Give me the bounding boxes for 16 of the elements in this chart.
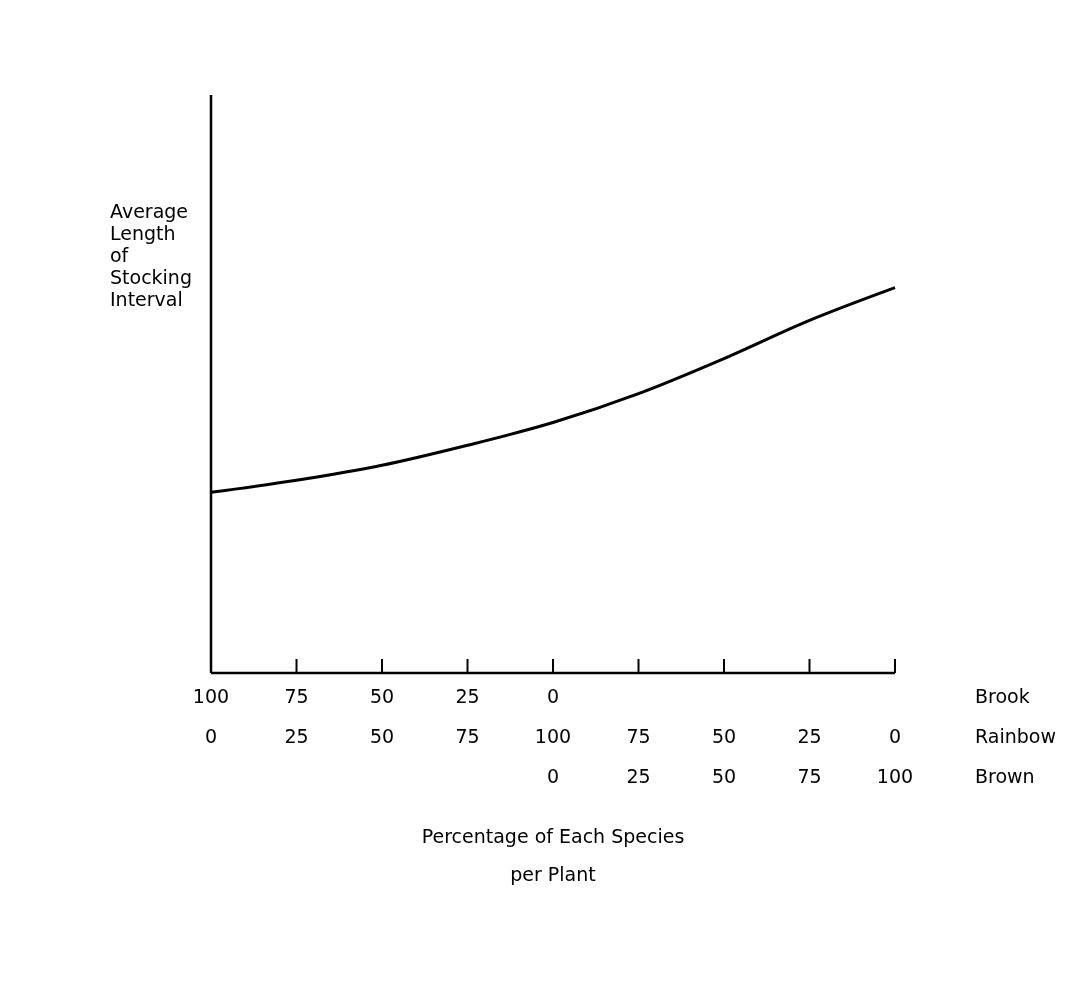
x-tick-label: 100	[534, 725, 572, 747]
x-tick-label: 75	[455, 725, 480, 747]
y-axis-title: Average Length of Stocking Interval	[110, 200, 192, 310]
text: 0 25 50 75 100	[546, 765, 914, 787]
text: Rainbow	[975, 725, 1056, 747]
x-tick-label: 0	[204, 725, 218, 747]
text: 100 75 50 25 0	[192, 685, 560, 707]
x-tick-label: 25	[284, 725, 309, 747]
x-tick-label: 75	[626, 725, 651, 747]
text: Brown	[975, 765, 1035, 787]
x-tick-label: 0	[888, 725, 902, 747]
x-axis-title: Percentage of Each Species per Plant	[421, 825, 685, 885]
x-tick-label: 50	[369, 725, 395, 747]
x-tick-label: 50	[711, 725, 737, 747]
x-tick-label: 25	[797, 725, 822, 747]
text: Brook	[975, 685, 1030, 707]
